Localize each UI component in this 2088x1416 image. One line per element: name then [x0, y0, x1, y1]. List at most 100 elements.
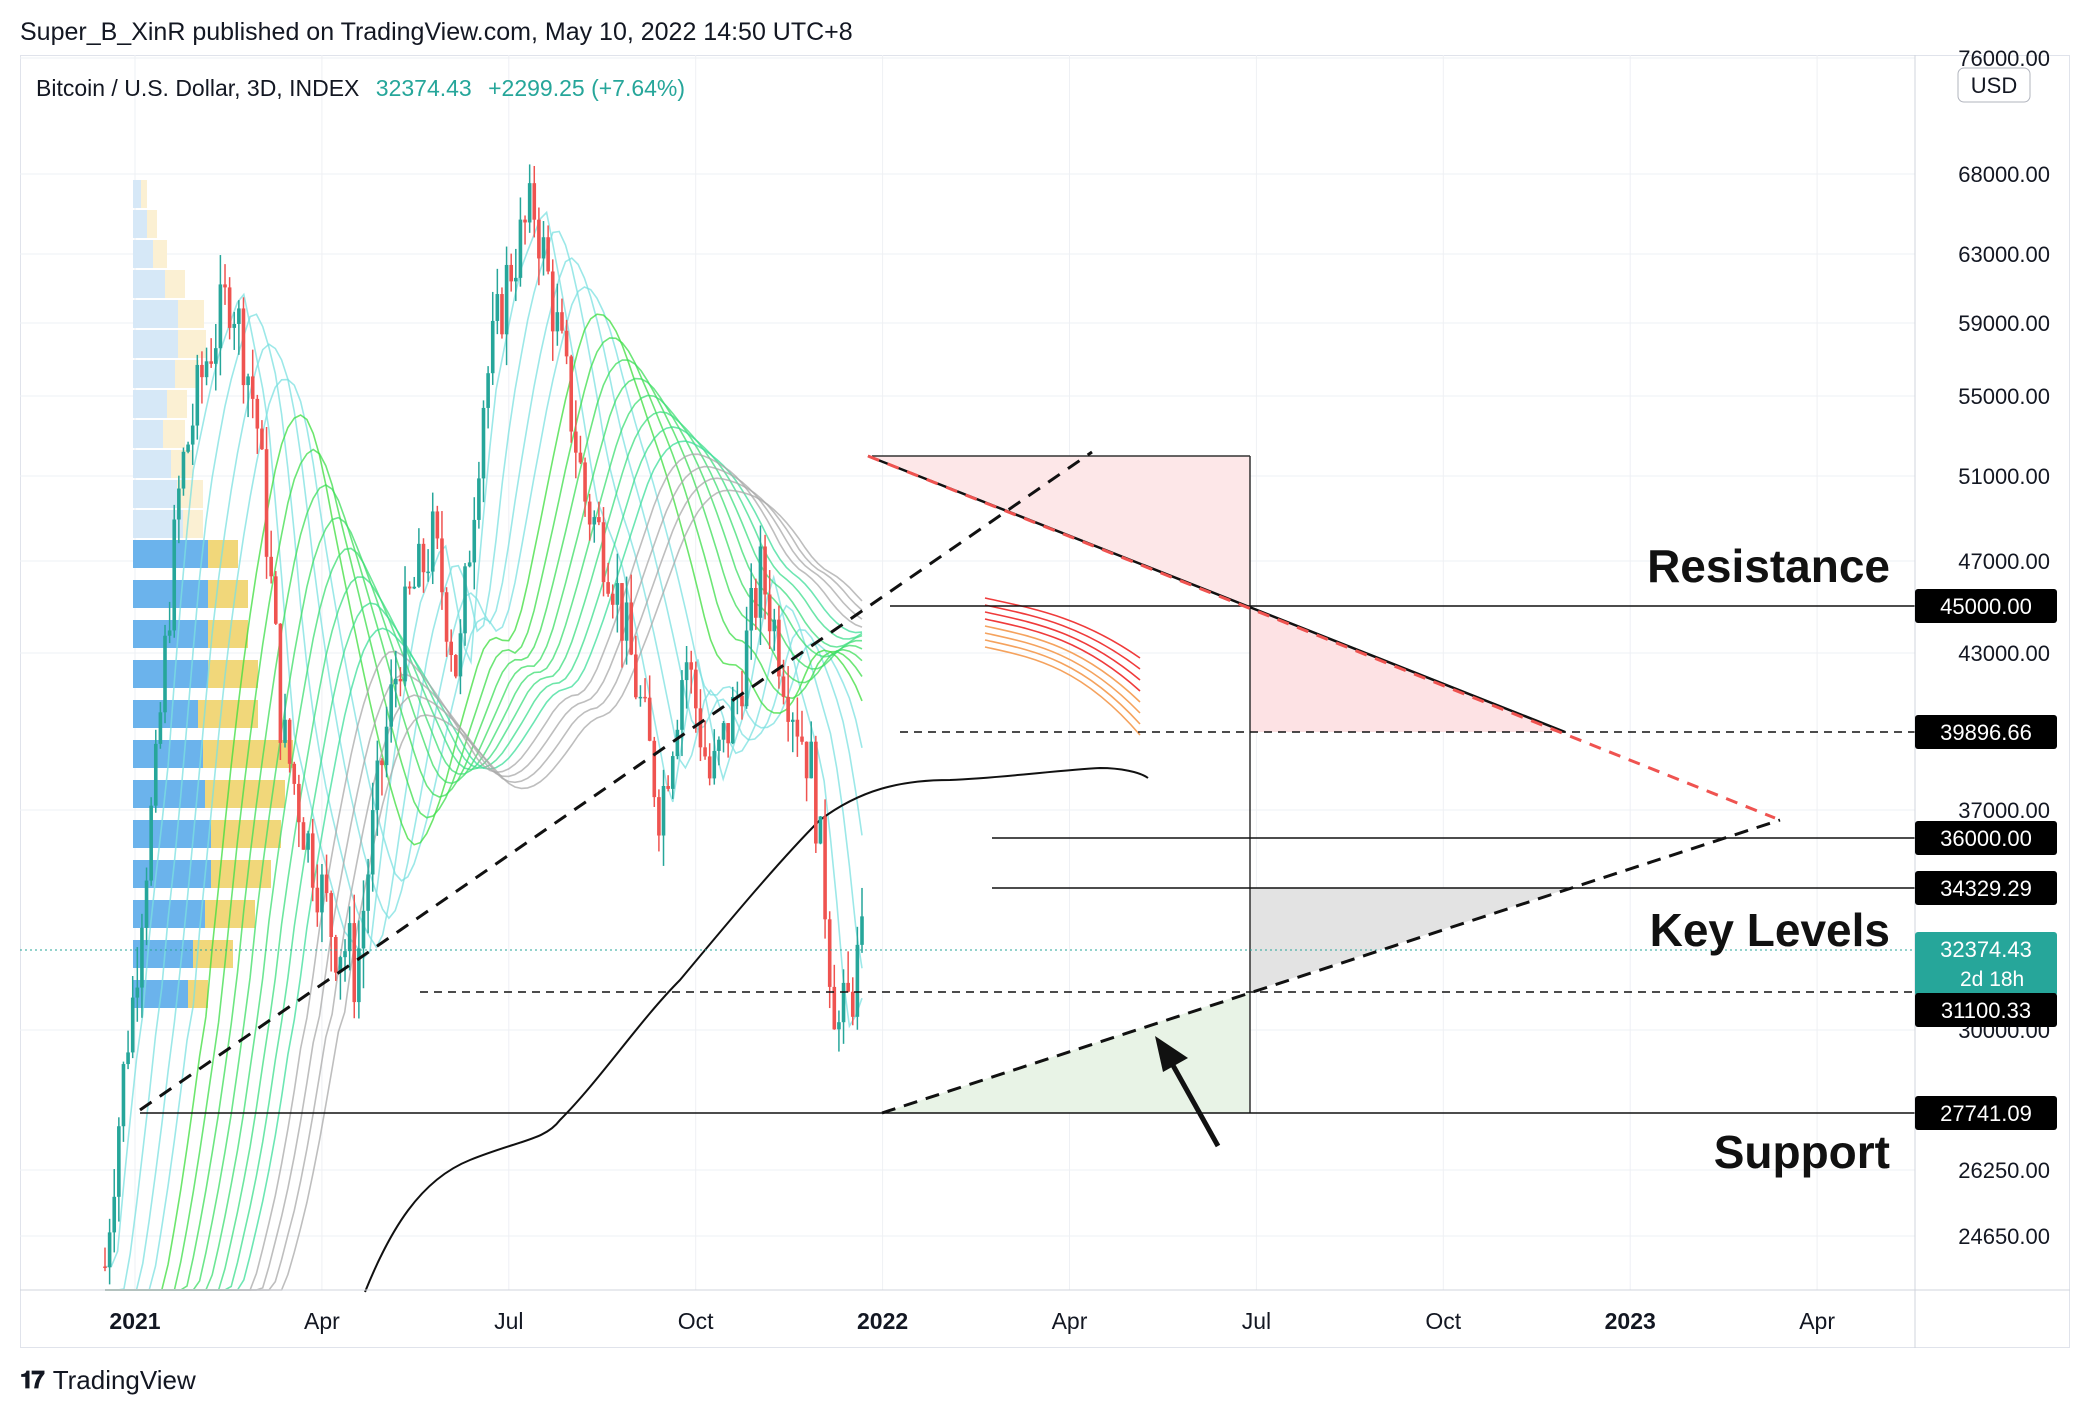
candle-body: [767, 594, 772, 632]
x-tick-label: Apr: [304, 1308, 340, 1334]
ribbon-line: [105, 411, 863, 1291]
price-tag-box: [1915, 589, 2057, 623]
volume-profile-bar-up: [133, 270, 165, 298]
candle-body: [260, 428, 264, 450]
footer-brand[interactable]: 𝟏𝟕 TradingView: [20, 1365, 196, 1396]
candle-body: [227, 287, 232, 328]
price-tag-label: 34329.29: [1940, 876, 2032, 901]
candle-body: [347, 923, 352, 952]
price-tag-label: 27741.09: [1940, 1101, 2032, 1126]
price-tag-box: [1915, 993, 2057, 1027]
x-axis[interactable]: 2021 Apr Jul Oct 2022 Apr Jul Oct 2023 Apr: [109, 1308, 1835, 1334]
price-tag-label: 31100.33: [1941, 998, 2031, 1023]
ribbon-line: [105, 257, 863, 1291]
candle-body: [560, 312, 564, 331]
candle-body: [292, 763, 297, 784]
candle-body: [472, 519, 477, 563]
volume-profile-bar-up: [133, 180, 141, 208]
candle-body: [153, 743, 158, 806]
candle-body: [112, 1196, 117, 1233]
candle-body: [790, 719, 795, 722]
candle-body: [694, 669, 698, 709]
volume-profile-bar-up: [133, 540, 208, 568]
candle-body: [666, 786, 670, 789]
ribbon-line-bearish: [984, 646, 1141, 736]
candle-body: [647, 697, 652, 741]
candle-body: [320, 874, 324, 913]
price-tag-label: 36000.00: [1940, 826, 2032, 851]
candle-body: [657, 797, 661, 836]
ribbon-line: [105, 230, 863, 1291]
upper-trendline-dashed: [867, 454, 1776, 820]
volume-profile-bar-up: [133, 660, 208, 688]
candle-body: [546, 237, 550, 272]
lower-trendline: [881, 818, 1781, 1115]
candle-body: [237, 308, 241, 324]
candle-body: [338, 957, 343, 973]
volume-profile-bar-down: [147, 210, 157, 238]
candle-body: [717, 739, 721, 751]
volume-profile-bar-down: [167, 390, 187, 418]
candle-body: [190, 425, 195, 445]
candle-body: [564, 330, 569, 357]
candle-body: [587, 501, 592, 525]
volume-profile-bar-up: [133, 210, 147, 238]
candle-body: [532, 183, 537, 220]
x-tick-label: Apr: [1052, 1308, 1088, 1334]
ribbon-line: [105, 337, 863, 1291]
candle-body: [569, 356, 574, 432]
candle-body: [195, 364, 200, 426]
candle-body: [781, 676, 786, 697]
candle-body: [287, 719, 292, 764]
candle-body: [389, 684, 393, 727]
volume-profile-bar-up: [133, 240, 153, 268]
candle-body: [680, 680, 684, 730]
ribbon-line-bearish: [984, 611, 1141, 681]
candle-body: [301, 822, 306, 850]
candle-body: [232, 323, 237, 328]
candle-body: [707, 756, 712, 779]
candle-body: [103, 1266, 107, 1269]
annotation-support: Support: [1714, 1126, 1890, 1178]
rising-trendline-2021: [139, 450, 1093, 1112]
candle-body: [149, 805, 153, 881]
candle-body: [454, 655, 458, 677]
candle-body: [357, 948, 361, 1003]
symbol-legend[interactable]: Bitcoin / U.S. Dollar, 3D, INDEX 32374.4…: [36, 75, 685, 102]
volume-profile-bar-up: [133, 330, 178, 358]
candle-body: [430, 511, 435, 572]
candle-body: [398, 678, 403, 682]
candle-body: [177, 488, 181, 520]
volume-profile-bar-up: [133, 580, 208, 608]
candle-body: [163, 635, 167, 713]
x-tick-label: Oct: [678, 1308, 714, 1334]
candle-body: [634, 654, 638, 698]
x-tick-label: Jul: [494, 1308, 523, 1334]
candle-body: [343, 951, 347, 958]
x-tick-label: Oct: [1425, 1308, 1461, 1334]
candle-body: [592, 517, 597, 525]
volume-profile-bar-down: [211, 820, 281, 848]
volume-profile-bar-down: [208, 580, 248, 608]
candle-body: [610, 593, 615, 605]
volume-profile-bar-down: [175, 360, 199, 388]
candle-body: [786, 696, 790, 722]
volume-profile-bar-down: [178, 300, 204, 328]
candle-body: [643, 696, 647, 699]
candle-body: [412, 586, 417, 589]
candle-body: [846, 982, 850, 992]
candle-body: [744, 630, 749, 707]
candle-body: [495, 294, 500, 321]
candle-body: [352, 923, 357, 1003]
currency-box[interactable]: [1957, 67, 2031, 103]
y-tick-label: 76000.00: [1958, 46, 2050, 71]
volume-profile-bar-down: [153, 240, 167, 268]
y-axis[interactable]: 76000.00 68000.00 63000.00 59000.00 55000.00…: [1958, 46, 2050, 1249]
candle-body: [407, 586, 412, 589]
candle-body: [246, 376, 250, 386]
candle-body: [855, 944, 860, 1017]
candle-body: [223, 284, 227, 288]
candle-body: [403, 586, 407, 682]
y-tick-label: 68000.00: [1958, 162, 2050, 187]
